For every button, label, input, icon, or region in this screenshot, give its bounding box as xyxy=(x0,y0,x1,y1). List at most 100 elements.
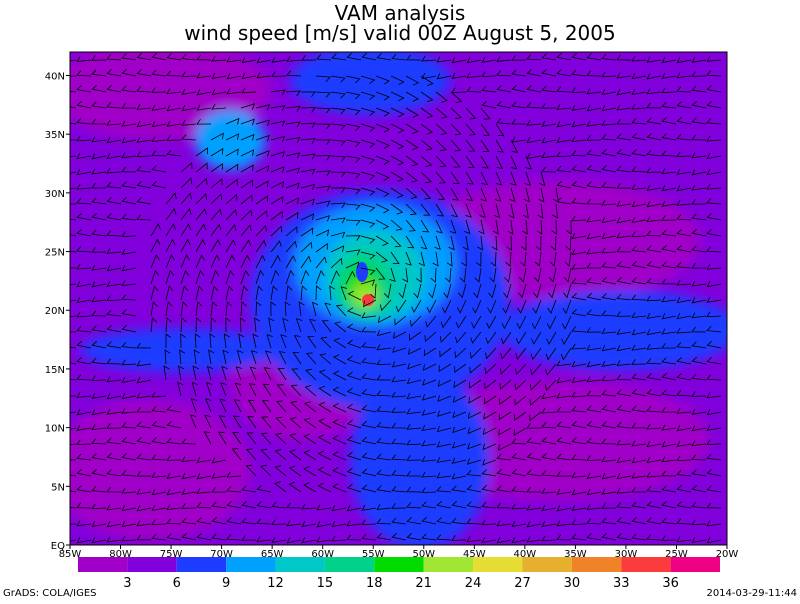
wind-barb xyxy=(676,229,692,237)
map-field xyxy=(70,52,727,545)
wind-barb xyxy=(556,165,572,173)
wind-barb xyxy=(288,465,302,477)
wind-barb xyxy=(256,501,272,509)
wind-barb xyxy=(70,427,77,430)
wind-barb xyxy=(496,85,512,93)
wind-barb xyxy=(561,315,572,330)
wind-barb xyxy=(361,519,377,526)
wind-barb xyxy=(329,285,336,301)
wind-barb xyxy=(508,203,515,219)
wind-barb xyxy=(466,469,482,477)
wind-barb xyxy=(331,535,347,542)
wind-barb xyxy=(70,283,77,286)
wind-barb xyxy=(661,168,677,175)
wind-barb xyxy=(691,326,707,333)
wind-barb xyxy=(548,267,557,283)
wind-barb xyxy=(646,441,662,448)
wind-barb xyxy=(616,311,632,317)
wind-barb xyxy=(76,169,92,176)
wind-barb xyxy=(538,187,545,203)
wind-barb xyxy=(76,152,92,160)
wind-barb xyxy=(70,218,77,221)
wind-barb xyxy=(452,411,467,418)
wind-barb xyxy=(691,117,707,125)
wind-barb xyxy=(646,501,662,509)
wind-barb xyxy=(91,229,107,237)
wind-barb xyxy=(280,334,287,349)
wind-barb xyxy=(481,484,497,493)
wind-barb xyxy=(631,231,647,238)
wind-barb xyxy=(166,88,182,95)
wind-barb xyxy=(406,533,422,541)
wind-barb xyxy=(76,135,92,142)
wind-barb xyxy=(586,88,602,95)
wind-barb xyxy=(526,69,542,77)
wind-barb xyxy=(661,328,677,335)
wind-barb xyxy=(556,406,572,413)
wind-barb xyxy=(483,411,497,420)
wind-barb xyxy=(616,421,632,429)
wind-barb xyxy=(706,409,722,416)
wind-barb xyxy=(332,467,347,477)
wind-barb xyxy=(616,246,632,253)
wind-barb xyxy=(192,365,199,381)
wind-barb xyxy=(436,56,452,63)
footer-right: 2014-03-29-11:44 xyxy=(706,588,797,599)
wind-barb xyxy=(676,151,692,158)
wind-barb xyxy=(525,155,532,170)
wind-barb xyxy=(691,408,707,415)
wind-barb xyxy=(307,336,317,349)
wind-barb xyxy=(586,489,602,496)
wind-barb xyxy=(502,299,512,314)
wind-barb xyxy=(706,85,722,93)
wind-barb xyxy=(601,217,617,224)
wind-barb xyxy=(406,470,421,477)
wind-barb xyxy=(165,207,177,221)
wind-barb xyxy=(586,216,602,223)
wind-barb xyxy=(136,151,152,158)
wind-barb xyxy=(225,224,237,237)
wind-barb xyxy=(467,442,482,450)
wind-barb xyxy=(420,139,433,151)
wind-barb xyxy=(420,155,433,167)
wind-barb xyxy=(439,331,452,343)
wind-barb xyxy=(211,103,227,110)
wind-barb xyxy=(411,299,422,313)
wind-barb xyxy=(166,504,182,510)
wind-barb xyxy=(691,85,707,93)
wind-barb xyxy=(420,123,434,135)
wind-barb xyxy=(541,152,557,159)
colorbar-label: 30 xyxy=(564,576,581,591)
colorbar-swatch xyxy=(176,557,227,572)
wind-barb xyxy=(196,502,212,509)
wind-barb xyxy=(691,425,707,432)
wind-barb xyxy=(106,358,122,365)
wind-barb xyxy=(436,441,452,448)
wind-barb xyxy=(76,117,92,125)
wind-barb xyxy=(706,70,722,77)
wind-barb xyxy=(136,436,152,445)
wind-barb xyxy=(541,393,557,400)
wind-barb xyxy=(178,365,185,381)
wind-barb xyxy=(121,470,137,477)
wind-barb xyxy=(616,473,632,480)
wind-barb xyxy=(556,488,572,495)
wind-barb xyxy=(526,504,542,511)
wind-barb xyxy=(76,246,92,253)
wind-barb xyxy=(601,421,617,429)
wind-barb xyxy=(346,435,362,445)
wind-barb xyxy=(631,88,647,96)
wind-barb xyxy=(76,296,92,304)
wind-barb xyxy=(481,56,497,63)
wind-barb xyxy=(450,203,458,218)
wind-barb xyxy=(571,504,587,511)
wind-barb xyxy=(676,484,692,493)
wind-barb xyxy=(136,471,152,477)
wind-barb xyxy=(151,454,167,461)
wind-barb xyxy=(390,139,405,150)
wind-barb xyxy=(506,235,512,251)
wind-barb xyxy=(360,91,376,100)
wind-barb xyxy=(271,519,287,526)
wind-barb xyxy=(390,107,405,118)
wind-barb xyxy=(70,171,77,174)
